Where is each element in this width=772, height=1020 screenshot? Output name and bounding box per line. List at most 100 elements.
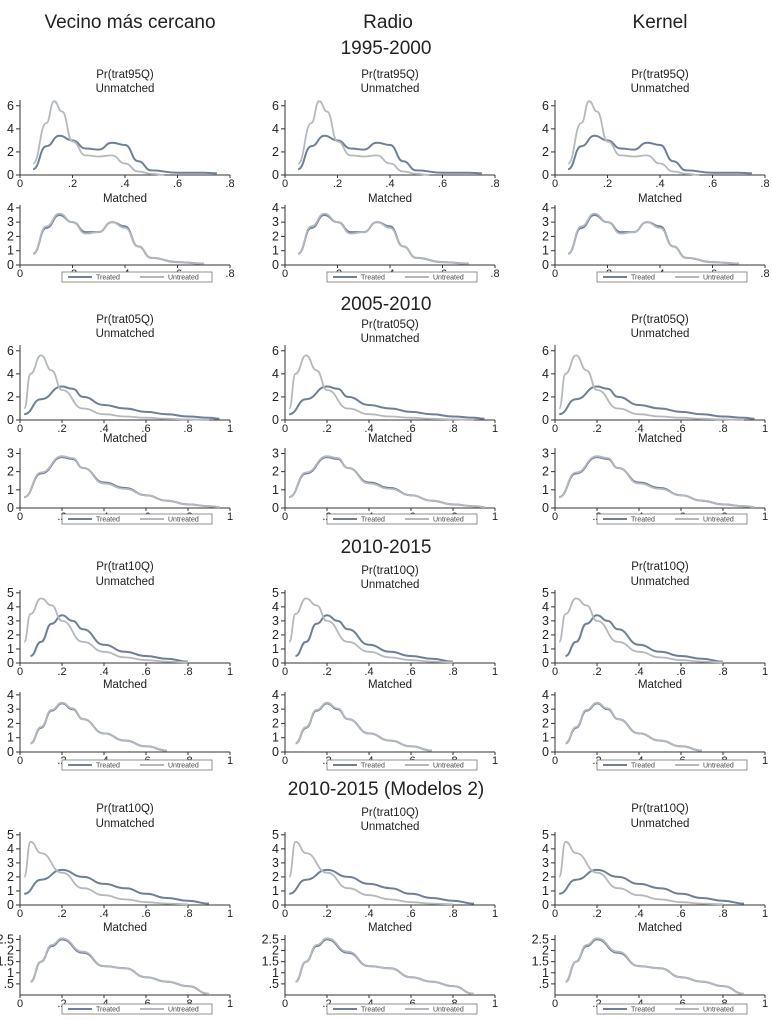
y-tick-label: 6 — [7, 344, 14, 358]
y-tick-label: 0 — [7, 656, 14, 670]
legend-box — [596, 271, 748, 283]
x-tick-label: 1 — [227, 908, 233, 920]
untreated-density-line — [288, 840, 454, 906]
y-tick-label: .5 — [269, 977, 279, 991]
y-tick-label: 4 — [7, 688, 14, 702]
x-tick-label: .4 — [99, 908, 108, 920]
matched-subtitle: Matched — [368, 679, 412, 691]
y-tick-label: 0 — [272, 258, 279, 272]
untreated-density-line — [558, 840, 724, 906]
x-tick-label: .4 — [385, 178, 394, 190]
y-tick-label: 6 — [272, 99, 279, 113]
x-tick-label: .6 — [141, 423, 150, 435]
y-tick-label: 2 — [272, 870, 279, 884]
x-tick-label: 0 — [552, 511, 558, 523]
legend-box — [596, 513, 748, 525]
y-tick-label: 2 — [7, 628, 14, 642]
legend-treated-label: Treated — [631, 275, 655, 282]
unmatched-subtitle: Unmatched — [96, 83, 155, 95]
y-tick-label: 0 — [542, 413, 549, 427]
y-tick-label: 1 — [542, 966, 549, 980]
treated-density-line — [288, 456, 485, 509]
x-tick-label: 1 — [762, 423, 768, 435]
y-tick-label: 2 — [272, 628, 279, 642]
y-tick-label: 2.5 — [532, 932, 549, 946]
propensity-score-title: Pr(trat10Q) — [96, 803, 154, 815]
y-tick-label: 0 — [7, 168, 14, 182]
legend-treated-label: Treated — [631, 763, 655, 770]
propensity-score-title: Pr(trat05Q) — [361, 319, 419, 331]
untreated-density-line — [558, 597, 724, 664]
y-tick-label: 1 — [542, 642, 549, 656]
x-tick-label: 1 — [492, 998, 498, 1010]
matched-subtitle: Matched — [638, 679, 682, 691]
x-tick-label: 1 — [492, 755, 498, 767]
legend-untreated-label: Untreated — [168, 275, 199, 282]
x-tick-label: .6 — [676, 908, 685, 920]
treated-density-line — [24, 868, 210, 905]
legend-box — [326, 513, 478, 525]
legend-box — [596, 1003, 748, 1015]
legend-box — [61, 1003, 213, 1015]
x-tick-label: .2 — [322, 908, 331, 920]
column-title-radius: Radio — [363, 12, 413, 33]
x-tick-label: 1 — [227, 423, 233, 435]
propensity-score-title: Pr(trat95Q) — [361, 69, 419, 81]
y-tick-label: 1 — [7, 483, 14, 497]
propensity-score-title: Pr(trat05Q) — [631, 314, 689, 326]
treated-density-line — [565, 614, 724, 663]
propensity-score-title: Pr(trat05Q) — [96, 314, 154, 326]
y-tick-label: 3 — [542, 702, 549, 716]
legend-treated-label: Treated — [96, 517, 120, 524]
x-tick-label: 0 — [552, 423, 558, 435]
y-tick-label: 2 — [272, 390, 279, 404]
y-tick-label: 4 — [542, 367, 549, 381]
y-tick-label: 0 — [272, 898, 279, 912]
y-tick-label: 1 — [272, 966, 279, 980]
legend-untreated-label: Untreated — [168, 1007, 199, 1014]
y-tick-label: 3 — [7, 614, 14, 628]
y-tick-label: 2 — [542, 229, 549, 243]
x-tick-label: 1 — [762, 998, 768, 1010]
x-tick-label: .6 — [406, 908, 415, 920]
y-tick-label: 1 — [7, 642, 14, 656]
x-tick-label: .8 — [183, 666, 192, 678]
x-tick-label: 1 — [492, 511, 498, 523]
y-tick-label: 2 — [272, 229, 279, 243]
legend-box — [326, 759, 478, 771]
y-tick-label: 4 — [7, 600, 14, 614]
untreated-density-line — [32, 212, 204, 265]
x-tick-label: .8 — [718, 908, 727, 920]
y-tick-label: 5 — [7, 828, 14, 842]
x-tick-label: 1 — [762, 908, 768, 920]
y-tick-label: 2 — [7, 716, 14, 730]
x-tick-label: .4 — [634, 666, 643, 678]
y-tick-label: 0 — [272, 413, 279, 427]
x-tick-label: .4 — [99, 666, 108, 678]
legend-box — [596, 759, 748, 771]
x-tick-label: .2 — [57, 666, 66, 678]
x-tick-label: .6 — [406, 666, 415, 678]
y-tick-label: 1 — [7, 884, 14, 898]
y-tick-label: 0 — [542, 501, 549, 515]
y-tick-label: .5 — [539, 977, 549, 991]
y-tick-label: 3 — [272, 856, 279, 870]
x-tick-label: 1 — [227, 755, 233, 767]
legend-untreated-label: Untreated — [433, 517, 464, 524]
x-tick-label: 0 — [17, 511, 23, 523]
y-tick-label: 3 — [542, 215, 549, 229]
y-tick-label: 1 — [7, 731, 14, 745]
x-tick-label: 1 — [762, 511, 768, 523]
unmatched-subtitle: Unmatched — [631, 328, 690, 340]
x-tick-label: 0 — [552, 998, 558, 1010]
y-tick-label: 3 — [7, 702, 14, 716]
legend-treated-label: Treated — [96, 763, 120, 770]
legend-treated-label: Treated — [631, 517, 655, 524]
y-tick-label: 0 — [272, 656, 279, 670]
legend-treated-label: Treated — [361, 763, 385, 770]
y-tick-label: 2 — [542, 465, 549, 479]
y-tick-label: 2 — [542, 716, 549, 730]
propensity-score-title: Pr(trat10Q) — [631, 803, 689, 815]
x-tick-label: 0 — [17, 908, 23, 920]
untreated-density-line — [30, 701, 168, 752]
